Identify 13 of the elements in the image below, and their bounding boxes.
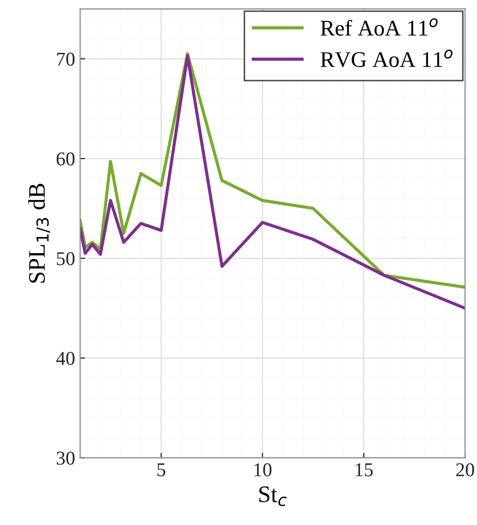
- y-tick-label: 60: [56, 152, 75, 166]
- y-tick-label: 50: [56, 252, 75, 266]
- y-tick-label: 70: [57, 52, 75, 66]
- y-tick-label: 40: [56, 352, 75, 365]
- x-tick-label: 10: [254, 463, 272, 476]
- x-tick-label: 5: [157, 463, 166, 476]
- y-tick-label: 30: [56, 452, 75, 465]
- y-axis-title: SPL$_{1/3}$ dB: [28, 184, 50, 283]
- x-tick-label: 20: [456, 463, 474, 476]
- legend-label: RVG AoA 11$^{o}$: [320, 50, 452, 68]
- x-axis-title: St$_{c}$: [259, 486, 287, 506]
- legend-label: Ref AoA 11$^{o}$: [320, 18, 438, 36]
- x-tick-label: 15: [356, 463, 373, 476]
